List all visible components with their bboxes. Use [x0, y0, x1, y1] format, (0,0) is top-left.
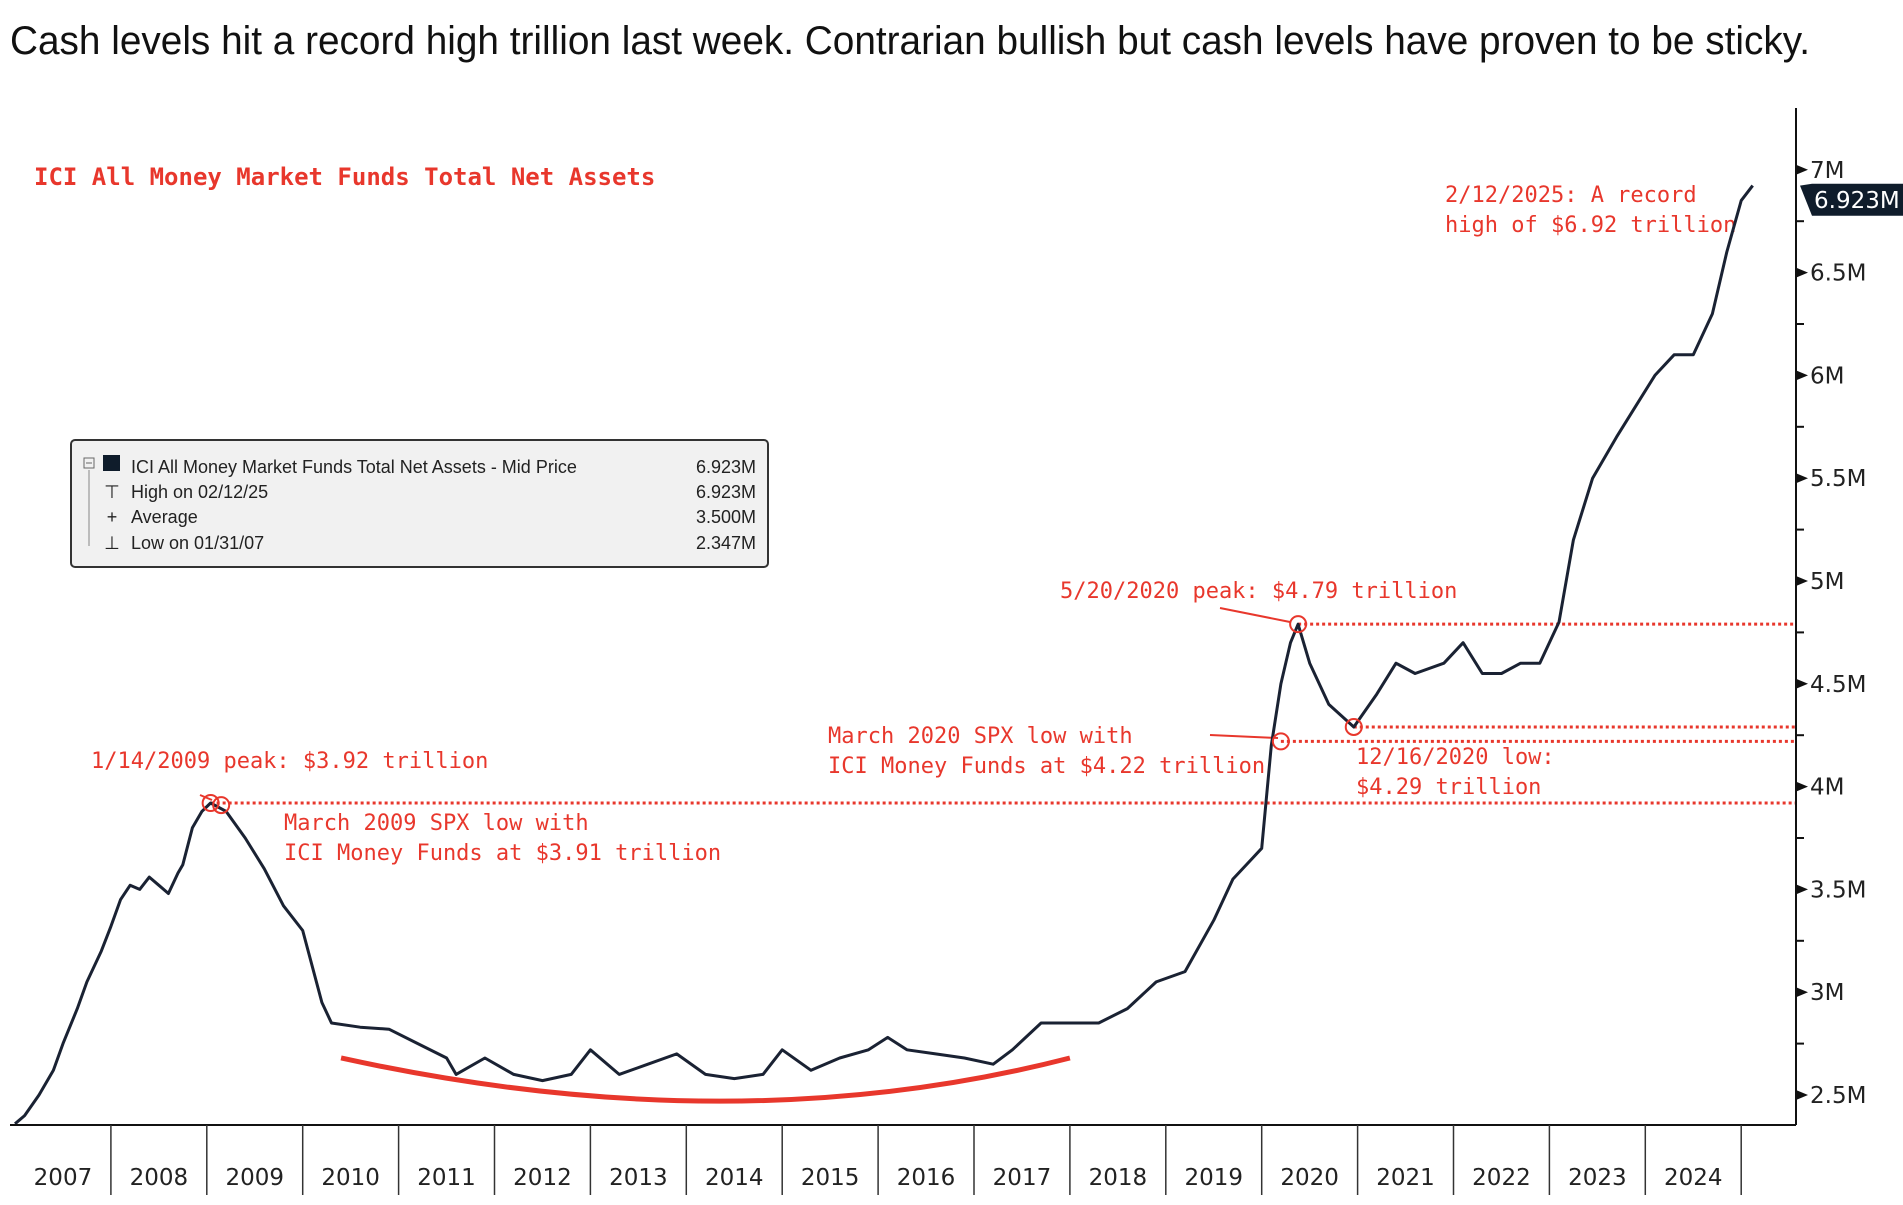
- legend-label-series: ICI All Money Market Funds Total Net Ass…: [131, 457, 577, 477]
- x-tick-label: 2009: [225, 1165, 284, 1191]
- high-icon: ⊤: [104, 482, 120, 502]
- x-tick-label: 2008: [130, 1165, 189, 1191]
- x-tick-label: 2013: [609, 1165, 668, 1191]
- last-value-label: 6.923M: [1814, 188, 1900, 214]
- annotation-marker: [1271, 732, 1290, 751]
- annotation-2020-peak: 5/20/2020 peak: $4.79 trillion: [1060, 579, 1457, 604]
- plot-area: 2.5M 3M 3.5M 4M 4.5M 5M 5.5M 6M 6.5M 7M 6.923M 2007…: [10, 108, 1903, 1195]
- legend-label-average: Average: [131, 507, 198, 527]
- legend: ⊤ + ⊥ ICI All Money Market Funds Total N…: [70, 439, 769, 568]
- y-tick-label: 5M: [1810, 569, 1844, 595]
- x-tick-label: 2012: [513, 1165, 572, 1191]
- x-tick-label: 2022: [1472, 1165, 1531, 1191]
- x-tick-label: 2007: [34, 1165, 93, 1191]
- y-tick-mark: [1796, 473, 1808, 484]
- x-tick-label: 2016: [897, 1165, 956, 1191]
- x-tick-label: 2020: [1280, 1165, 1339, 1191]
- low-icon: ⊥: [104, 533, 120, 553]
- y-tick-mark: [1796, 781, 1808, 792]
- legend-value-low: 2.347M: [696, 533, 756, 553]
- legend-value-series: 6.923M: [696, 457, 756, 477]
- chart-title: ICI All Money Market Funds Total Net Ass…: [34, 163, 655, 191]
- annotation-marker: [212, 796, 231, 815]
- annotation-2020-spx-line2: ICI Money Funds at $4.22 trillion: [828, 754, 1265, 779]
- y-tick-label: 3.5M: [1810, 877, 1866, 903]
- y-tick-mark: [1796, 267, 1808, 278]
- x-tick-label: 2024: [1664, 1165, 1723, 1191]
- y-tick-label: 7M: [1810, 158, 1844, 184]
- square-icon: [103, 455, 120, 471]
- y-tick-label: 4.5M: [1810, 672, 1866, 698]
- annotations: 2/12/2025: A record high of $6.92 trilli…: [91, 183, 1736, 866]
- x-tick-label: 2017: [993, 1165, 1052, 1191]
- x-tick-label: 2019: [1184, 1165, 1243, 1191]
- x-tick-label: 2015: [801, 1165, 860, 1191]
- x-tick-label: 2023: [1568, 1165, 1627, 1191]
- trend-curve: [340, 1055, 1071, 1104]
- y-tick-mark: [1796, 678, 1808, 689]
- annotation-2020-low-line1: 12/16/2020 low:: [1356, 745, 1555, 770]
- y-tick-mark: [1796, 1090, 1808, 1100]
- legend-value-average: 3.500M: [696, 507, 756, 527]
- collapse-icon[interactable]: [83, 457, 95, 469]
- leader-2020-peak: [1219, 607, 1291, 623]
- annotation-2009-spx-line2: ICI Money Funds at $3.91 trillion: [284, 841, 721, 866]
- annotation-2020-spx-line1: March 2020 SPX low with: [828, 724, 1133, 749]
- annotation-marker: [201, 794, 220, 813]
- y-tick-mark: [1796, 370, 1808, 381]
- y-tick-label: 2.5M: [1810, 1083, 1866, 1109]
- legend-value-high: 6.923M: [696, 482, 756, 502]
- y-tick-label: 4M: [1810, 775, 1844, 801]
- x-tick-label: 2014: [705, 1165, 764, 1191]
- last-value-tag: [1800, 183, 1903, 216]
- y-tick-mark: [1796, 576, 1808, 586]
- x-tick-label: 2011: [417, 1165, 476, 1191]
- annotation-record-line2: high of $6.92 trillion: [1445, 213, 1736, 238]
- legend-label-high: High on 02/12/25: [131, 482, 268, 502]
- x-tick-label: 2021: [1376, 1165, 1435, 1191]
- annotation-2009-peak: 1/14/2009 peak: $3.92 trillion: [91, 749, 488, 774]
- annotation-marker: [1289, 615, 1308, 634]
- legend-box: [70, 439, 769, 568]
- x-tick-label: 2018: [1089, 1165, 1148, 1191]
- x-tick-label: 2010: [321, 1165, 380, 1191]
- y-tick-mark: [1796, 164, 1808, 175]
- legend-label-low: Low on 01/31/07: [131, 533, 264, 553]
- y-tick-label: 3M: [1810, 980, 1844, 1006]
- y-tick-label: 6.5M: [1810, 261, 1866, 287]
- annotation-record-line1: 2/12/2025: A record: [1445, 183, 1697, 208]
- series-line: [14, 184, 1754, 1125]
- annotation-marker: [1344, 717, 1363, 736]
- annotation-2009-spx-line1: March 2009 SPX low with: [284, 811, 589, 836]
- y-tick-mark: [1796, 987, 1808, 998]
- average-icon: +: [107, 507, 118, 527]
- y-tick-label: 5.5M: [1810, 466, 1866, 492]
- y-tick-label: 6M: [1810, 363, 1844, 389]
- annotation-2020-low-line2: $4.29 trillion: [1356, 775, 1541, 800]
- y-tick-mark: [1796, 884, 1808, 895]
- leader-2020-spx: [1209, 734, 1279, 739]
- subtitle: Cash levels hit a record high trillion l…: [10, 19, 1810, 63]
